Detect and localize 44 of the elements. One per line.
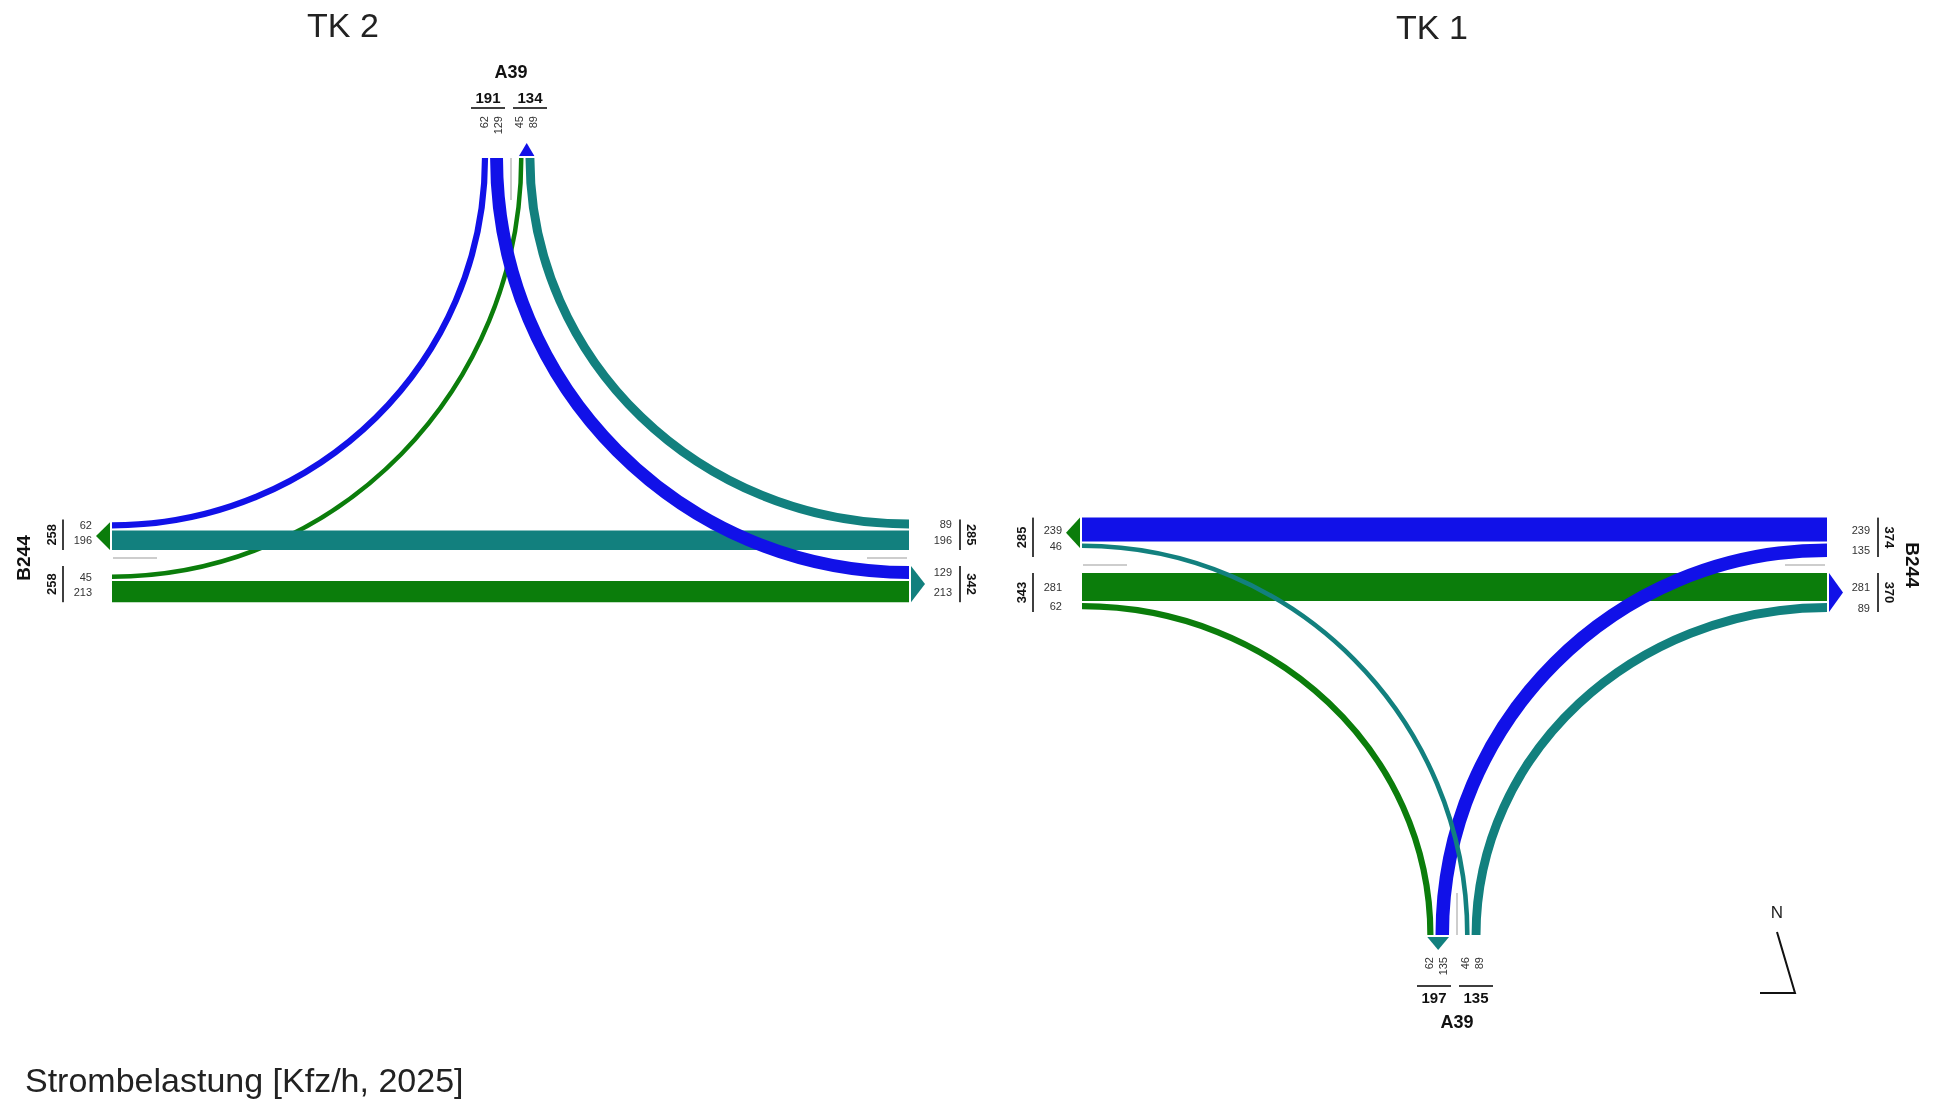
text: 89 bbox=[939, 517, 952, 530]
data-label: 196 bbox=[73, 534, 92, 547]
text: 62 bbox=[79, 519, 92, 532]
text: 89 bbox=[1857, 601, 1870, 614]
text: 135 bbox=[1437, 957, 1450, 976]
text: 196 bbox=[933, 534, 952, 547]
text: 135 bbox=[1851, 544, 1870, 557]
text: 281 bbox=[1043, 581, 1062, 594]
data-label: 89 bbox=[526, 116, 539, 129]
text: 191 bbox=[475, 88, 501, 106]
data-label: 45 bbox=[512, 116, 525, 129]
category-label: B244 bbox=[1902, 542, 1924, 589]
text: 46 bbox=[1049, 539, 1062, 552]
category-label: B244 bbox=[12, 534, 34, 581]
data-label: 281 bbox=[1851, 581, 1870, 594]
data-label: 135 bbox=[1463, 988, 1489, 1006]
text: 285 bbox=[964, 523, 980, 546]
text: 62 bbox=[1049, 600, 1062, 613]
data-label: 62 bbox=[477, 116, 490, 129]
data-label: 62 bbox=[1423, 957, 1436, 970]
text: Strombelastung [Kfz/h, 2025] bbox=[25, 1061, 464, 1099]
text: 258 bbox=[43, 573, 59, 595]
text: 343 bbox=[1013, 581, 1029, 604]
text: 342 bbox=[964, 573, 980, 595]
data-label: 129 bbox=[491, 116, 504, 135]
text: 258 bbox=[43, 523, 59, 546]
data-label: 89 bbox=[1472, 957, 1485, 970]
category-label: A39 bbox=[494, 62, 528, 82]
text: 239 bbox=[1043, 523, 1062, 536]
text: 213 bbox=[933, 585, 952, 598]
text: 285 bbox=[1013, 526, 1029, 549]
text: 374 bbox=[1882, 526, 1898, 549]
text: TK 1 bbox=[1396, 8, 1468, 46]
text: 197 bbox=[1421, 988, 1447, 1006]
category-label: A39 bbox=[1440, 1012, 1474, 1032]
text: 370 bbox=[1882, 581, 1898, 604]
data-label: 46 bbox=[1458, 957, 1471, 970]
text: TK 2 bbox=[307, 6, 379, 44]
data-label: 239 bbox=[1851, 523, 1870, 536]
text: N bbox=[1770, 903, 1784, 922]
text: 45 bbox=[79, 570, 92, 583]
data-label: 213 bbox=[73, 585, 92, 598]
text: 134 bbox=[517, 88, 543, 106]
text: 129 bbox=[933, 566, 952, 579]
